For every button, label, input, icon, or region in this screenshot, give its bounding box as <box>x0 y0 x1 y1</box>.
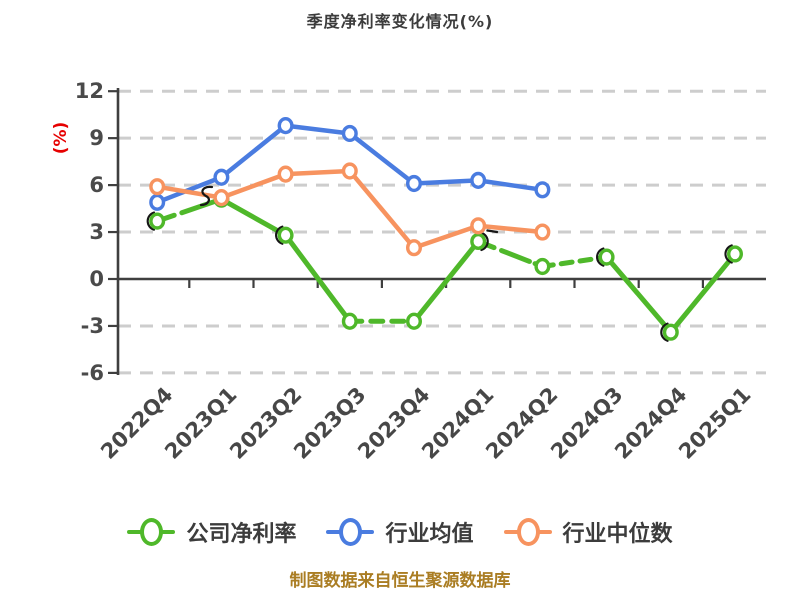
company-series-segment <box>475 238 545 269</box>
y-tick-label: 12 <box>74 79 104 104</box>
legend-industry-avg-marker-icon <box>326 517 375 547</box>
legend-industry-median-marker-icon <box>503 517 552 547</box>
sketch-arc-artifact <box>480 231 489 252</box>
industry-avg-marker <box>341 124 358 143</box>
industry-median-marker <box>534 223 551 241</box>
company-series-segment <box>539 254 610 269</box>
y-tick-label: 0 <box>89 267 104 291</box>
industry-median-marker <box>470 217 487 235</box>
industry-avg-marker <box>149 193 166 211</box>
industry-avg-marker <box>213 168 230 186</box>
sketch-dash-artifact <box>486 229 499 234</box>
industry-median-marker <box>213 189 230 207</box>
sketch-arc-artifact <box>146 211 156 231</box>
y-tick-label: 6 <box>89 173 104 198</box>
company-marker <box>149 212 166 230</box>
company-marker <box>341 312 358 330</box>
sketch-arc-artifact <box>660 322 669 342</box>
sketch-arc-artifact <box>275 225 284 245</box>
sketch-arc-artifact <box>724 244 733 264</box>
company-series-segment <box>218 196 289 238</box>
legend-item-company: 公司净利率 <box>127 516 296 548</box>
company-series-segment <box>283 232 353 324</box>
y-tick-label: -3 <box>80 313 104 338</box>
company-marker <box>662 323 679 341</box>
industry-median-marker <box>341 162 358 180</box>
legend-company-label: 公司净利率 <box>186 522 297 547</box>
industry-avg-marker <box>406 174 423 193</box>
company-marker <box>727 245 744 263</box>
industry-median-marker <box>277 165 294 183</box>
company-series-segment <box>411 238 481 324</box>
company-marker <box>277 226 294 244</box>
company-series-segment <box>668 251 738 335</box>
legend-company-marker-icon <box>127 517 176 547</box>
chart-title: 季度净利率变化情况(%) <box>306 12 494 31</box>
chart-legend: 公司净利率 行业均值 行业中位数 <box>0 516 800 548</box>
industry-avg-marker <box>470 171 487 190</box>
y-tick-label: -6 <box>80 360 104 385</box>
legend-industry-avg-label: 行业均值 <box>385 522 474 547</box>
legend-item-industry-median: 行业中位数 <box>503 516 673 548</box>
company-series-segment <box>604 254 674 335</box>
sketch-arc-artifact <box>596 247 605 267</box>
company-marker <box>598 248 615 266</box>
y-tick-label: 3 <box>89 220 104 245</box>
industry-avg-marker <box>277 117 294 135</box>
company-marker <box>406 312 423 330</box>
sketch-curl-artifact <box>199 185 214 207</box>
industry-median-marker <box>149 178 166 196</box>
industry-avg-marker <box>534 181 551 199</box>
y-tick-label: 9 <box>89 126 104 151</box>
industry-median-marker <box>406 239 423 257</box>
company-series-segment <box>154 196 224 224</box>
data-source-note: 制图数据来自恒生聚源数据库 <box>289 571 511 591</box>
company-marker <box>470 232 487 251</box>
company-marker <box>534 257 551 276</box>
legend-industry-median-label: 行业中位数 <box>562 522 673 547</box>
legend-item-industry-avg: 行业均值 <box>326 516 474 548</box>
